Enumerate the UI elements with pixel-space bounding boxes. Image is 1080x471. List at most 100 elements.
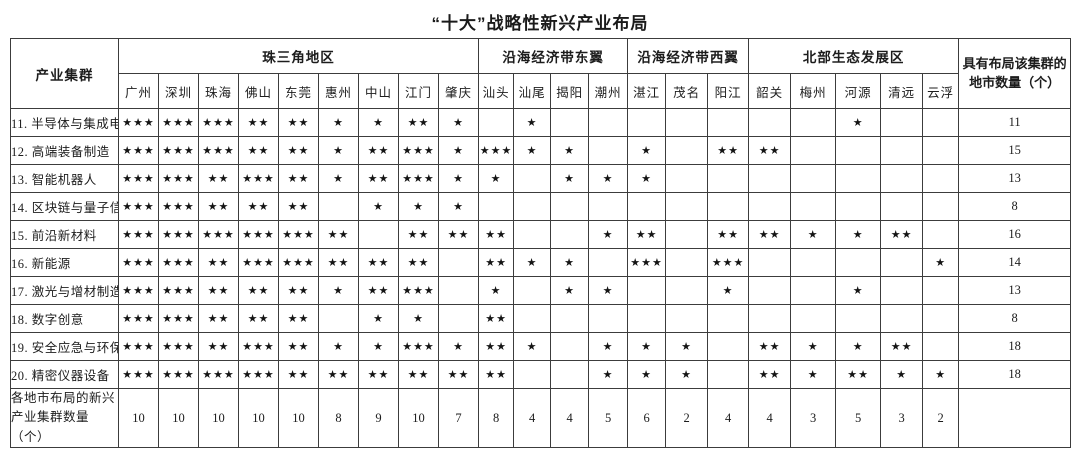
- star-cell: [550, 360, 590, 389]
- cluster-label: 18. 数字创意: [10, 304, 119, 333]
- table-header: 产业集群 珠三角地区 沿海经济带东翼 沿海经济带西翼 北部生态发展区 具有布局该集群的地…: [10, 38, 1072, 109]
- header-cities-row: 广州 深圳 珠海 佛山 东莞 惠州 中山 江门 肇庆 汕头 汕尾 揭阳 潮州 湛江 茂名 阳江 韶关 梅州 河源 清远…: [11, 73, 1071, 109]
- star-cell: [880, 108, 924, 137]
- star-cell: ★★★: [118, 136, 159, 165]
- star-cell: ★★: [278, 360, 319, 389]
- cluster-label: 14. 区块链与量子信息: [10, 192, 119, 221]
- star-cell: ★★: [478, 248, 515, 277]
- city-header-茂名: 茂名: [665, 73, 709, 109]
- city-header-珠海: 珠海: [198, 73, 239, 109]
- star-cell: [665, 164, 709, 193]
- industry-layout-table: 产业集群 珠三角地区 沿海经济带东翼 沿海经济带西翼 北部生态发展区 具有布局该集群的地…: [10, 38, 1072, 449]
- star-cell: [835, 192, 882, 221]
- star-cell: [835, 304, 882, 333]
- star-cell: [880, 192, 924, 221]
- footer-total-cell: [958, 387, 1072, 449]
- row-total-cell: 15: [958, 136, 1072, 165]
- footer-count-cell: 10: [158, 387, 199, 449]
- star-cell: ★★: [748, 332, 792, 361]
- star-cell: ★★: [398, 108, 439, 137]
- star-cell: ★★: [398, 360, 439, 389]
- footer-count-cell: 10: [278, 387, 319, 449]
- star-cell: ★★: [478, 332, 515, 361]
- cluster-row-0: 11. 半导体与集成电路★★★★★★★★★★★★★★★★★★★★11: [10, 108, 1072, 137]
- star-cell: [922, 164, 960, 193]
- row-total-cell: 13: [958, 164, 1072, 193]
- star-cell: [478, 108, 515, 137]
- star-cell: ★: [358, 108, 399, 137]
- footer-count-cell: 10: [118, 387, 159, 449]
- star-cell: ★★★: [118, 248, 159, 277]
- star-cell: [358, 220, 399, 249]
- star-cell: [748, 164, 792, 193]
- footer-count-cell: 10: [238, 387, 279, 449]
- city-header-潮州: 潮州: [588, 73, 629, 109]
- region-group-header-2: 沿海经济带西翼: [627, 38, 750, 74]
- star-cell: [550, 192, 590, 221]
- star-cell: [588, 192, 629, 221]
- star-cell: [748, 108, 792, 137]
- star-cell: ★: [790, 360, 837, 389]
- star-cell: [318, 304, 359, 333]
- city-header-江门: 江门: [398, 73, 439, 109]
- star-cell: ★★★: [398, 164, 439, 193]
- star-cell: ★★★: [198, 108, 239, 137]
- star-cell: ★: [318, 164, 359, 193]
- footer-count-cell: 10: [398, 387, 439, 449]
- star-cell: ★: [790, 332, 837, 361]
- city-header-韶关: 韶关: [748, 73, 792, 109]
- star-cell: ★: [627, 164, 667, 193]
- star-cell: ★: [588, 220, 629, 249]
- star-cell: [437, 304, 480, 333]
- cluster-row-8: 19. 安全应急与环保 ★★★ ★★★ ★★ ★★★ ★★ ★ ★ ★★★ ★ ★★ ★ ★ ★ ★ ★★ ★ ★…: [10, 332, 1072, 361]
- star-cell: [790, 136, 837, 165]
- star-cell: ★: [437, 332, 480, 361]
- star-cell: ★: [318, 136, 359, 165]
- star-cell: [665, 248, 709, 277]
- star-cell: [550, 220, 590, 249]
- star-cell: ★★★: [278, 220, 319, 249]
- footer-count-cell: 3: [790, 387, 837, 449]
- star-cell: [707, 360, 750, 389]
- star-cell: ★★: [358, 248, 399, 277]
- star-cell: [550, 332, 590, 361]
- city-header-清远: 清远: [880, 73, 924, 109]
- row-total-cell: 18: [958, 332, 1072, 361]
- city-header-河源: 河源: [835, 73, 882, 109]
- star-cell: [790, 276, 837, 305]
- star-cell: [790, 248, 837, 277]
- star-cell: [513, 304, 552, 333]
- star-cell: [748, 248, 792, 277]
- star-cell: [513, 220, 552, 249]
- star-cell: [748, 192, 792, 221]
- star-cell: ★★: [278, 164, 319, 193]
- star-cell: ★★★: [278, 248, 319, 277]
- star-cell: [627, 276, 667, 305]
- star-cell: ★★: [278, 108, 319, 137]
- star-cell: [922, 192, 960, 221]
- star-cell: ★★: [478, 220, 515, 249]
- star-cell: ★★: [748, 360, 792, 389]
- star-cell: ★★: [238, 108, 279, 137]
- star-cell: ★★★: [158, 304, 199, 333]
- star-cell: ★: [627, 332, 667, 361]
- star-cell: [707, 332, 750, 361]
- row-total-cell: 8: [958, 192, 1072, 221]
- star-cell: ★★★: [238, 220, 279, 249]
- star-cell: [790, 304, 837, 333]
- star-cell: ★: [550, 248, 590, 277]
- star-cell: ★★: [358, 136, 399, 165]
- star-cell: ★★★: [118, 332, 159, 361]
- star-cell: ★★★: [118, 276, 159, 305]
- cluster-row-5: 16. 新能源 ★★★ ★★★ ★★ ★★★ ★★★ ★★ ★★ ★★ ★★ ★ ★ ★★★ ★★★ ★ 14: [10, 248, 1072, 277]
- city-header-佛山: 佛山: [238, 73, 279, 109]
- star-cell: ★: [513, 248, 552, 277]
- star-cell: ★★: [278, 136, 319, 165]
- star-cell: [627, 192, 667, 221]
- star-cell: [437, 276, 480, 305]
- star-cell: [922, 332, 960, 361]
- star-cell: ★★★: [118, 108, 159, 137]
- city-header-云浮: 云浮: [922, 73, 960, 109]
- star-cell: ★: [665, 332, 709, 361]
